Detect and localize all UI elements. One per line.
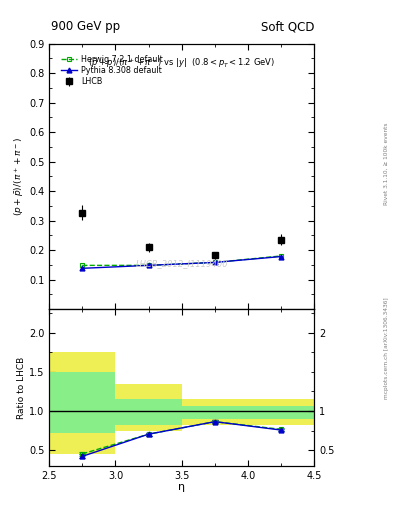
X-axis label: η: η — [178, 482, 185, 492]
Pythia 8.308 default — [80, 265, 84, 271]
Text: mcplots.cern.ch [arXiv:1306.3436]: mcplots.cern.ch [arXiv:1306.3436] — [384, 297, 389, 399]
Herwig 7.2.1 default — [146, 262, 151, 268]
Y-axis label: Ratio to LHCB: Ratio to LHCB — [17, 356, 26, 419]
Y-axis label: $(p+\bar{p})/(\pi^+ + \pi^-)$: $(p+\bar{p})/(\pi^+ + \pi^-)$ — [13, 137, 26, 216]
Line: Herwig 7.2.1 default: Herwig 7.2.1 default — [80, 253, 284, 268]
Text: $(\bar{p}+p)/(\pi^++\pi^-)$ vs $|y|$  $(0.8 < p_T < 1.2\ \mathrm{GeV})$: $(\bar{p}+p)/(\pi^++\pi^-)$ vs $|y|$ $(0… — [88, 57, 275, 71]
Herwig 7.2.1 default — [213, 260, 217, 266]
Legend: Herwig 7.2.1 default, Pythia 8.308 default, LHCB: Herwig 7.2.1 default, Pythia 8.308 defau… — [59, 53, 165, 89]
Text: Rivet 3.1.10, ≥ 100k events: Rivet 3.1.10, ≥ 100k events — [384, 122, 389, 205]
Herwig 7.2.1 default — [279, 253, 284, 259]
Line: Pythia 8.308 default: Pythia 8.308 default — [80, 254, 284, 271]
Pythia 8.308 default — [213, 260, 217, 266]
Pythia 8.308 default — [279, 253, 284, 260]
Herwig 7.2.1 default — [80, 262, 84, 268]
Text: LHCB_2012_I1119400: LHCB_2012_I1119400 — [136, 260, 228, 268]
Text: Soft QCD: Soft QCD — [261, 20, 314, 33]
Pythia 8.308 default — [146, 262, 151, 268]
Text: 900 GeV pp: 900 GeV pp — [51, 20, 120, 33]
